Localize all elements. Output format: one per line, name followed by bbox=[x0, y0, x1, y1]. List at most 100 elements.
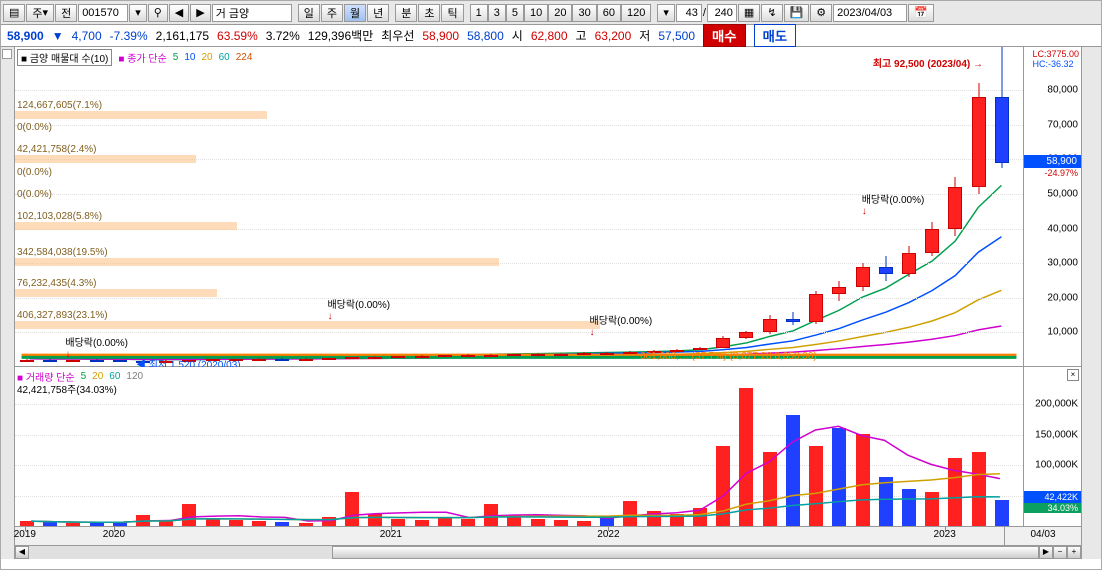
price-ytick: 10,000 bbox=[1047, 327, 1078, 338]
unit-sec[interactable]: 초 bbox=[418, 4, 440, 22]
page-total-input[interactable] bbox=[707, 4, 737, 22]
volume-ytick: 100,000K bbox=[1035, 460, 1078, 471]
volume-bar bbox=[43, 522, 57, 526]
interval-30[interactable]: 30 bbox=[572, 4, 596, 22]
volume-bar bbox=[252, 521, 266, 526]
price-plot[interactable]: ■ 금양 매물대 수(10) ■ 종가 단순 5 10 20 60 224 12… bbox=[15, 47, 1023, 366]
candle bbox=[299, 47, 313, 366]
candle bbox=[809, 47, 823, 366]
save-icon[interactable]: 💾 bbox=[784, 4, 810, 22]
tool-icon-1[interactable]: ▦ bbox=[738, 4, 760, 22]
volume-bar bbox=[670, 514, 684, 526]
mode-dropdown[interactable]: 주▾ bbox=[26, 4, 54, 22]
scroll-left-icon[interactable]: ◀ bbox=[15, 546, 29, 559]
current-price: 58,900 bbox=[7, 29, 44, 43]
price-y-axis: LC:3775.00 HC:-36.32 10,00020,00030,0004… bbox=[1023, 47, 1081, 366]
candle bbox=[20, 47, 34, 366]
interval-1[interactable]: 1 bbox=[470, 4, 488, 22]
volume-bar bbox=[368, 514, 382, 526]
volume-bar bbox=[275, 522, 289, 526]
ask-price: 58,800 bbox=[467, 29, 504, 43]
volume-y-axis: × 50,000K100,000K150,000K200,000K42,422K… bbox=[1023, 367, 1081, 526]
stock-name-input[interactable] bbox=[212, 4, 292, 22]
open-price: 62,800 bbox=[531, 29, 568, 43]
interval-10[interactable]: 10 bbox=[524, 4, 548, 22]
page-cur-input[interactable] bbox=[676, 4, 702, 22]
volume-bar bbox=[600, 517, 614, 526]
interval-5[interactable]: 5 bbox=[506, 4, 524, 22]
zoom-in-icon[interactable]: + bbox=[1067, 546, 1081, 559]
interval-3[interactable]: 3 bbox=[488, 4, 506, 22]
volume-bar bbox=[832, 428, 846, 526]
sell-button[interactable]: 매도 bbox=[754, 24, 797, 47]
price-change: 4,700 bbox=[72, 29, 102, 43]
next-stock-icon[interactable]: ▶ bbox=[190, 4, 210, 22]
candle bbox=[925, 47, 939, 366]
prev-button[interactable]: 전 bbox=[55, 4, 77, 22]
volume-bar bbox=[716, 446, 730, 526]
search-icon[interactable]: ▾ bbox=[129, 4, 147, 22]
dividend-annotation: 배당락(0.00%)↓ bbox=[327, 296, 390, 322]
period-day[interactable]: 일 bbox=[298, 4, 320, 22]
volume-current-pct: 34.03% bbox=[1024, 503, 1081, 513]
volume-bar bbox=[531, 519, 545, 526]
horizontal-scrollbar[interactable]: ◀ ▶ − + bbox=[15, 545, 1081, 559]
candle bbox=[461, 47, 475, 366]
trade-amount: 129,396백만 bbox=[308, 27, 373, 44]
doc-icon[interactable]: ▤ bbox=[3, 4, 25, 22]
zoom-out-icon[interactable]: − bbox=[1053, 546, 1067, 559]
volume-bar bbox=[856, 434, 870, 526]
tool-icon-2[interactable]: ↯ bbox=[761, 4, 782, 22]
candle bbox=[252, 47, 266, 366]
direction-arrow-icon: ▼ bbox=[52, 29, 64, 43]
volume-ytick: 200,000K bbox=[1035, 398, 1078, 409]
volume-pct: 63.59% bbox=[217, 29, 258, 43]
interval-60[interactable]: 60 bbox=[597, 4, 621, 22]
period-month[interactable]: 월 bbox=[344, 4, 366, 22]
price-ytick: 40,000 bbox=[1047, 223, 1078, 234]
volume-bar bbox=[391, 519, 405, 526]
buy-button[interactable]: 매수 bbox=[703, 24, 746, 47]
volume-bar bbox=[763, 452, 777, 526]
volume-plot[interactable]: ■ 거래량 단순 5 20 60 120 42,421,758주(34.03%) bbox=[15, 367, 1023, 526]
scroll-thumb[interactable] bbox=[332, 546, 1039, 559]
candle bbox=[206, 47, 220, 366]
volume-close-icon[interactable]: × bbox=[1067, 369, 1079, 381]
scroll-track[interactable] bbox=[29, 546, 1039, 559]
period-year[interactable]: 년 bbox=[367, 4, 389, 22]
price-chart: ■ 금양 매물대 수(10) ■ 종가 단순 5 10 20 60 224 12… bbox=[15, 47, 1081, 367]
calendar-icon[interactable]: 📅 bbox=[908, 4, 934, 22]
volume-bar bbox=[995, 500, 1009, 526]
volume-bar bbox=[948, 458, 962, 526]
unit-min[interactable]: 분 bbox=[395, 4, 417, 22]
x-axis-ticks: 20192020202120222023 bbox=[15, 527, 1005, 545]
candle bbox=[438, 47, 452, 366]
candle bbox=[554, 47, 568, 366]
candle bbox=[275, 47, 289, 366]
volume-bar bbox=[90, 523, 104, 526]
price-ytick: 20,000 bbox=[1047, 292, 1078, 303]
left-tool-icon[interactable] bbox=[2, 49, 12, 59]
volume-bar bbox=[809, 446, 823, 526]
prev-stock-icon[interactable]: ◀ bbox=[169, 4, 189, 22]
volume-bar bbox=[182, 504, 196, 526]
scroll-right-icon[interactable]: ▶ bbox=[1039, 546, 1053, 559]
volume-bar bbox=[20, 521, 34, 526]
dividend-annotation: 배당락(0.00%)↓ bbox=[862, 191, 925, 217]
unit-tick[interactable]: 틱 bbox=[441, 4, 463, 22]
interval-20[interactable]: 20 bbox=[548, 4, 572, 22]
dividend-annotation: 배당락(0.00%)↓ bbox=[590, 312, 653, 338]
info-bar: 58,900 ▼ 4,700 -7.39% 2,161,175 63.59% 3… bbox=[1, 25, 1101, 47]
lookup-icon[interactable]: ⚲ bbox=[148, 4, 168, 22]
date-input[interactable] bbox=[833, 4, 907, 22]
settings-icon[interactable]: ⚙ bbox=[810, 4, 832, 22]
volume-bar bbox=[461, 519, 475, 526]
chart-area: ■ 금양 매물대 수(10) ■ 종가 단순 5 10 20 60 224 12… bbox=[1, 47, 1101, 559]
period-week[interactable]: 주 bbox=[321, 4, 343, 22]
stock-code-input[interactable] bbox=[78, 4, 128, 22]
high-price: 63,200 bbox=[595, 29, 632, 43]
interval-120[interactable]: 120 bbox=[621, 4, 651, 22]
zoom-dropdown[interactable]: ▾ bbox=[657, 4, 675, 22]
volume-bar bbox=[879, 477, 893, 526]
candle bbox=[182, 47, 196, 366]
